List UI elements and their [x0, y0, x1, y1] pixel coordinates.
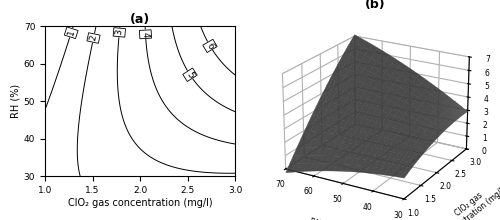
Y-axis label: RH (%): RH (%)	[11, 84, 21, 118]
X-axis label: RH (%): RH (%)	[308, 218, 336, 220]
Title: (b): (b)	[364, 0, 386, 11]
Text: 5: 5	[184, 70, 196, 80]
Y-axis label: ClO₂ gas
concentration (mg/l): ClO₂ gas concentration (mg/l)	[435, 176, 500, 220]
Text: 2: 2	[88, 34, 99, 42]
Title: (a): (a)	[130, 13, 150, 26]
Text: 6: 6	[204, 41, 216, 51]
Text: 1: 1	[66, 29, 76, 37]
Text: 4: 4	[141, 31, 150, 37]
Text: 3: 3	[114, 29, 124, 36]
X-axis label: ClO₂ gas concentration (mg/l): ClO₂ gas concentration (mg/l)	[68, 198, 212, 207]
